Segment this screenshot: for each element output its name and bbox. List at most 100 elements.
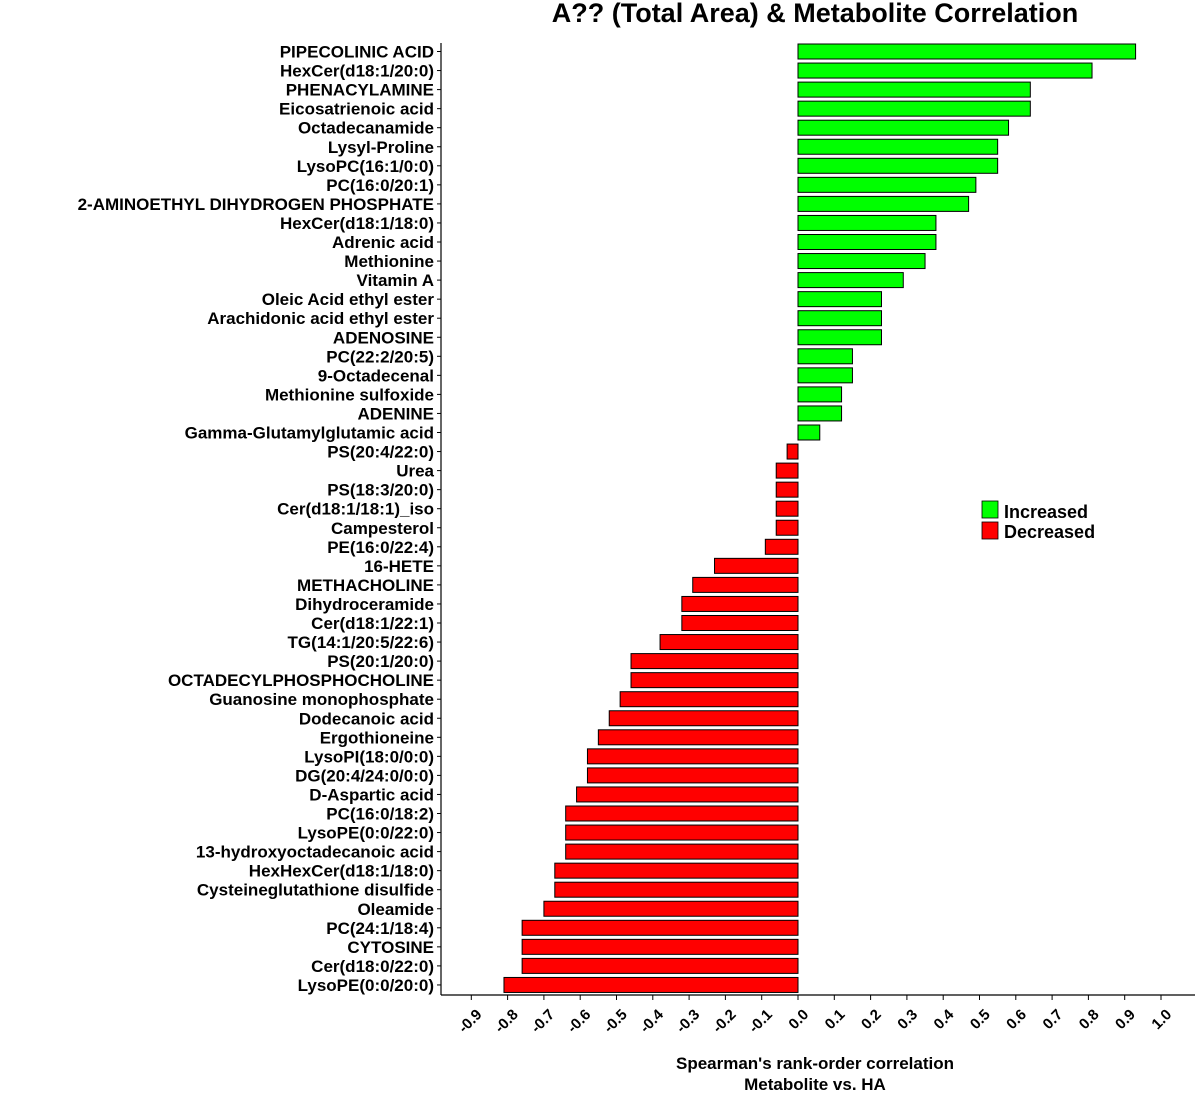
category-label-45: Oleamide <box>357 900 434 919</box>
bar-29 <box>681 595 799 612</box>
bar-39 <box>576 786 799 803</box>
bar-49 <box>503 976 799 993</box>
category-label-9: HexCer(d18:1/18:0) <box>280 214 434 233</box>
x-tick-label-10: 0.1 <box>822 1006 849 1033</box>
category-label-14: Arachidonic acid ethyl ester <box>207 309 434 328</box>
bar-16 <box>797 348 853 365</box>
bar-13 <box>797 291 882 308</box>
bar-33 <box>630 672 799 689</box>
bar-46 <box>521 919 799 936</box>
x-tick-label-4: -0.5 <box>600 1006 630 1036</box>
legend-label-increased: Increased <box>1004 502 1088 522</box>
bar-42 <box>565 843 799 860</box>
bar-0 <box>797 43 1137 60</box>
x-tick-label-16: 0.7 <box>1040 1006 1067 1033</box>
category-label-0: PIPECOLINIC ACID <box>280 43 434 62</box>
bar-4 <box>797 119 1010 136</box>
x-tick-label-18: 0.9 <box>1112 1006 1139 1033</box>
x-tick-label-14: 0.5 <box>967 1006 994 1033</box>
bar-24 <box>775 500 799 517</box>
category-label-27: 16-HETE <box>364 557 434 576</box>
bar-44 <box>554 881 799 898</box>
bar-31 <box>659 634 799 651</box>
category-label-5: Lysyl-Proline <box>328 138 434 157</box>
x-tick-label-15: 0.6 <box>1003 1006 1030 1033</box>
category-label-32: PS(20:1/20:0) <box>327 652 434 671</box>
bar-10 <box>797 234 937 250</box>
category-label-20: Gamma-Glutamylglutamic acid <box>185 424 434 443</box>
bar-45 <box>543 900 799 917</box>
bar-3 <box>797 100 1031 117</box>
x-tick-label-0: -0.9 <box>455 1006 485 1036</box>
bar-27 <box>714 557 799 574</box>
bar-11 <box>797 253 926 270</box>
x-tick-label-5: -0.4 <box>637 1006 668 1037</box>
bar-19 <box>797 405 843 422</box>
legend-label-decreased: Decreased <box>1004 522 1095 542</box>
bar-41 <box>565 824 799 841</box>
bars-layer <box>503 43 1137 993</box>
x-tick-label-3: -0.6 <box>564 1006 594 1036</box>
category-label-48: Cer(d18:0/22:0) <box>311 957 434 976</box>
bar-8 <box>797 195 970 212</box>
bar-32 <box>630 653 799 670</box>
bar-17 <box>797 367 853 384</box>
category-label-7: PC(16:0/20:1) <box>326 176 434 195</box>
category-label-4: Octadecanamide <box>298 119 434 138</box>
category-label-41: LysoPE(0:0/22:0) <box>298 824 434 843</box>
x-tick-label-6: -0.3 <box>673 1006 703 1036</box>
bar-22 <box>775 462 799 479</box>
category-label-44: Cysteineglutathione disulfide <box>197 881 434 900</box>
x-tick-label-13: 0.4 <box>931 1006 958 1033</box>
bar-38 <box>586 767 799 784</box>
category-label-21: PS(20:4/22:0) <box>327 443 434 462</box>
category-label-25: Campesterol <box>331 519 434 538</box>
category-label-18: Methionine sulfoxide <box>265 385 434 404</box>
category-label-38: DG(20:4/24:0/0:0) <box>295 766 434 785</box>
category-label-40: PC(16:0/18:2) <box>326 805 434 824</box>
legend: Increased Decreased <box>981 500 1095 542</box>
category-label-16: PC(22:2/20:5) <box>326 347 434 366</box>
category-label-6: LysoPC(16:1/0:0) <box>297 157 434 176</box>
bar-43 <box>554 862 799 879</box>
category-label-28: METHACHOLINE <box>297 576 434 595</box>
category-label-34: Guanosine monophosphate <box>209 690 434 709</box>
x-axis-title-line-2: Metabolite vs. HA <box>744 1075 886 1094</box>
category-labels: PIPECOLINIC ACIDHexCer(d18:1/20:0)PHENAC… <box>78 43 441 995</box>
bar-25 <box>775 519 799 536</box>
category-label-42: 13-hydroxyoctadecanoic acid <box>196 843 434 862</box>
category-label-49: LysoPE(0:0/20:0) <box>298 976 434 995</box>
category-label-1: HexCer(d18:1/20:0) <box>280 62 434 81</box>
category-label-19: ADENINE <box>357 404 434 423</box>
bar-20 <box>797 424 821 441</box>
x-tick-label-7: -0.2 <box>709 1006 739 1036</box>
bar-12 <box>797 272 904 289</box>
bar-28 <box>692 576 799 593</box>
bar-26 <box>764 538 799 555</box>
bar-36 <box>597 729 799 746</box>
category-label-39: D-Aspartic acid <box>309 785 434 804</box>
x-tick-label-1: -0.8 <box>491 1006 521 1036</box>
category-label-15: ADENOSINE <box>333 328 434 347</box>
category-label-43: HexHexCer(d18:1/18:0) <box>249 862 434 881</box>
category-label-47: CYTOSINE <box>347 938 434 957</box>
bar-5 <box>797 138 999 155</box>
bar-35 <box>608 710 799 727</box>
category-label-29: Dihydroceramide <box>295 595 434 614</box>
bar-2 <box>797 81 1031 98</box>
category-label-22: Urea <box>396 462 434 481</box>
x-tick-label-9: 0.0 <box>785 1006 812 1033</box>
category-label-33: OCTADECYLPHOSPHOCHOLINE <box>168 671 434 690</box>
category-label-11: Methionine <box>344 252 434 271</box>
category-label-46: PC(24:1/18:4) <box>326 919 434 938</box>
category-label-35: Dodecanoic acid <box>299 709 434 728</box>
category-label-31: TG(14:1/20:5/22:6) <box>288 633 434 652</box>
category-label-17: 9-Octadecenal <box>318 366 434 385</box>
category-label-37: LysoPI(18:0/0:0) <box>304 747 434 766</box>
x-tick-label-8: -0.1 <box>746 1006 776 1036</box>
bar-6 <box>797 157 999 174</box>
category-label-24: Cer(d18:1/18:1)_iso <box>277 500 434 519</box>
x-tick-label-19: 1.0 <box>1148 1006 1175 1033</box>
